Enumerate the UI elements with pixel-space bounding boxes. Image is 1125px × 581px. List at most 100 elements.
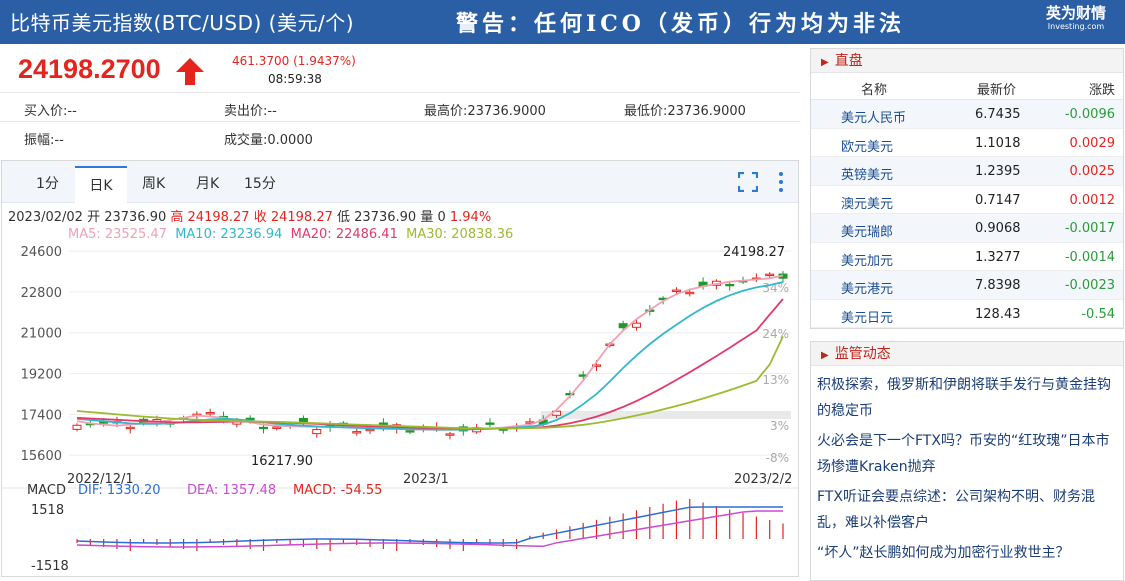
quote-time: 08:59:38 <box>268 72 322 86</box>
ticker-name[interactable]: 欧元美元 <box>841 139 894 155</box>
ma-line-ma20 <box>76 298 784 430</box>
more-options-icon[interactable] <box>778 171 784 193</box>
ticker-change: -0.54 <box>1081 306 1115 322</box>
ma30-label: MA30: 20838.36 <box>406 227 514 242</box>
tab-weekly[interactable]: 周K <box>142 176 166 192</box>
y-tick-label: 15600 <box>21 449 62 464</box>
candle-body <box>592 364 602 367</box>
ticker-change: 0.0012 <box>1069 192 1116 208</box>
ticker-box: ▶ 直盘 名称 最新价 涨跌 美元人民币 6.7435 -0.0096 欧元美元 1.10… <box>810 48 1124 329</box>
candle-body <box>258 426 268 430</box>
candle-body <box>245 417 255 421</box>
news-header: ▶ 监管动态 <box>811 342 1123 366</box>
ticker-price: 7.8398 <box>975 278 1021 293</box>
ticker-name[interactable]: 美元瑞郎 <box>841 225 894 240</box>
ticker-price: 1.1018 <box>975 135 1021 151</box>
candle-body <box>272 426 282 429</box>
ticker-list: 美元人民币 6.7435 -0.0096 欧元美元 1.1018 0.0029 英镑美元 1.… <box>811 100 1123 328</box>
dea-label: DEA: 1357.48 <box>187 483 276 498</box>
macd-value-label: MACD: -54.55 <box>293 483 382 498</box>
ticker-name[interactable]: 美元港元 <box>841 282 894 297</box>
high-price: 最高价:23736.9000 <box>424 104 546 119</box>
ticker-row[interactable]: 英镑美元 1.2395 0.0025 <box>811 157 1123 186</box>
candle-body <box>445 433 455 436</box>
ma20-label: MA20: 22486.41 <box>290 227 398 242</box>
ticker-name[interactable]: 美元日元 <box>841 310 894 326</box>
ticker-price: 0.9068 <box>975 221 1021 236</box>
ticker-row[interactable]: 美元瑞郎 0.9068 -0.0017 <box>811 214 1123 243</box>
investing-logo[interactable]: 英为财情 Investing.com <box>1036 6 1116 36</box>
news-item[interactable]: FTX听证会要点综述：公司架构不明、财务混乱，难以补偿客户 <box>817 489 1095 531</box>
ohlc-high: 高 24198.27 <box>170 210 250 225</box>
ohlc-readout: 2023/02/02 开 23736.90 高 24198.27 收 24198… <box>8 206 491 225</box>
tab-1min[interactable]: 1分 <box>36 176 59 192</box>
col-change: 涨跌 <box>1088 83 1115 98</box>
max-label: 24198.27 <box>723 245 785 260</box>
macd-top-tick: 1518 <box>31 503 64 518</box>
ico-warning: 警告：任何ICO（发币）行为均为非法 <box>456 11 905 37</box>
ticker-price: 128.43 <box>975 306 1021 322</box>
candle-body <box>205 412 215 415</box>
ticker-row[interactable]: 澳元美元 0.7147 0.0012 <box>811 186 1123 214</box>
ma5-label: MA5: 23525.47 <box>68 227 167 242</box>
col-price: 最新价 <box>977 83 1017 98</box>
candle-body <box>352 431 362 434</box>
fullscreen-icon[interactable] <box>738 172 758 192</box>
ohlc-date: 2023/02/02 <box>8 210 83 225</box>
ticker-change: -0.0014 <box>1064 249 1115 265</box>
news-item[interactable]: “坏人”赵长鹏如何成为加密行业救世主？ <box>817 545 1070 561</box>
amplitude: 振幅:-- <box>24 133 64 148</box>
up-arrow-icon <box>176 58 204 85</box>
ticker-name[interactable]: 美元加元 <box>841 253 894 269</box>
candle-body <box>631 322 641 328</box>
y-tick-label: 24600 <box>21 245 62 260</box>
ohlc-close: 收 24198.27 <box>253 210 333 225</box>
kline-chart[interactable]: 24600228002100019200174001560034%24%13%3… <box>1 240 798 577</box>
ma-legend: MA5: 23525.47 MA10: 23236.94 MA20: 22486… <box>68 227 513 242</box>
dif-label: DIF: 1330.20 <box>78 483 161 498</box>
top-banner: 比特币美元指数(BTC/USD) (美元/个) 警告：任何ICO（发币）行为均为… <box>0 0 1125 44</box>
candle-body <box>125 426 135 430</box>
x-tick-label: 2022/12/1 <box>67 472 134 487</box>
candle-body <box>671 289 681 292</box>
chart-panel: 1分 日K 周K 月K 15分 <box>1 160 799 577</box>
tab-daily[interactable]: 日K <box>75 166 127 203</box>
y-tick-label: 21000 <box>21 327 62 342</box>
ticker-row[interactable]: 美元港元 7.8398 -0.0023 <box>811 271 1123 300</box>
pct-tick-label: 24% <box>762 327 789 341</box>
candle-body <box>485 422 495 425</box>
logo-cn: 英为财情 <box>1045 4 1106 22</box>
quote-details-row-1: 买入价:-- 卖出价:-- 最高价:23736.9000 最低价:23736.9… <box>0 92 800 121</box>
reference-band <box>541 411 791 419</box>
right-column: ▶ 直盘 名称 最新价 涨跌 美元人民币 6.7435 -0.0096 欧元美元 1.10… <box>810 48 1124 581</box>
pct-tick-label: -8% <box>766 451 789 465</box>
macd-bottom-tick: -1518 <box>31 559 69 574</box>
tab-monthly[interactable]: 月K <box>196 176 220 192</box>
ticker-name[interactable]: 澳元美元 <box>841 196 894 212</box>
last-price: 24198.2700 <box>18 54 161 84</box>
ticker-title: 直盘 <box>834 53 863 69</box>
ticker-change: -0.0017 <box>1064 221 1115 236</box>
ticker-row[interactable]: 美元人民币 6.7435 -0.0096 <box>811 100 1123 129</box>
ticker-row[interactable]: 美元加元 1.3277 -0.0014 <box>811 243 1123 271</box>
ticker-row[interactable]: 欧元美元 1.1018 0.0029 <box>811 129 1123 157</box>
news-item[interactable]: 积极探索，俄罗斯和伊朗将联手发行与黄金挂钩的稳定币 <box>817 377 1111 419</box>
ticker-name[interactable]: 美元人民币 <box>841 111 907 126</box>
candle-body <box>685 291 695 295</box>
ticker-change: 0.0025 <box>1069 164 1116 179</box>
ticker-name[interactable]: 英镑美元 <box>841 168 894 183</box>
ohlc-percent: 1.94% <box>449 210 492 225</box>
ticker-price: 1.2395 <box>975 164 1021 179</box>
news-item[interactable]: 火必会是下一个FTX吗？币安的“红玫瑰”日本市场惨遭Kraken抛弃 <box>817 433 1110 475</box>
macd-title: MACD <box>27 483 66 498</box>
ohlc-low: 低 23736.90 <box>337 210 417 225</box>
tab-15min[interactable]: 15分 <box>244 176 276 192</box>
ticker-row[interactable]: 美元日元 128.43 -0.54 <box>811 300 1123 328</box>
ask-price: 卖出价:-- <box>224 104 277 119</box>
ticker-change: -0.0023 <box>1064 278 1115 293</box>
pct-tick-label: 13% <box>762 373 789 387</box>
candle-body <box>405 430 415 433</box>
pct-tick-label: 3% <box>770 419 789 433</box>
y-tick-label: 19200 <box>21 368 62 383</box>
dif-line <box>76 506 783 544</box>
